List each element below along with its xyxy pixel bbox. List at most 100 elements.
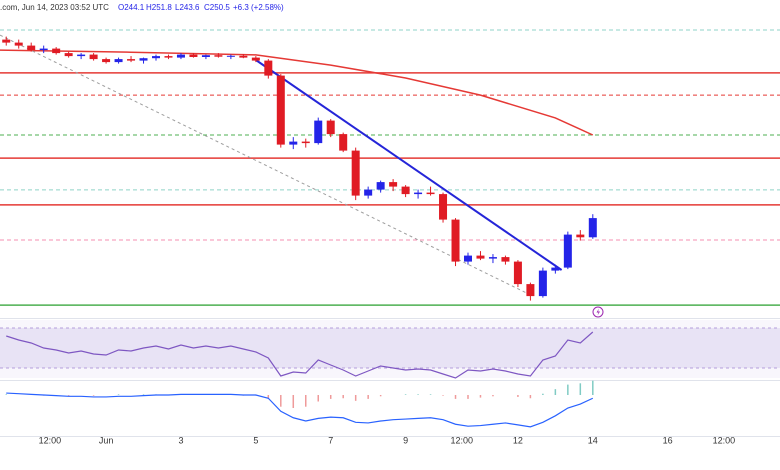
candle-body — [27, 45, 36, 51]
macd-histogram-bar — [5, 394, 7, 395]
candle-body — [251, 57, 260, 61]
candle-body — [127, 59, 136, 61]
macd-histogram-bar — [117, 394, 120, 395]
candle-body — [289, 141, 298, 145]
candle-body — [401, 186, 410, 195]
candle-body — [414, 192, 423, 195]
candle-body — [501, 257, 510, 262]
macd-histogram-bar — [367, 395, 369, 399]
candle-body — [102, 59, 111, 63]
macd-histogram-bar — [429, 394, 432, 395]
candle-body — [326, 120, 335, 135]
header-low: L243.6 — [175, 3, 200, 12]
candle-body — [164, 56, 173, 58]
candle-body — [389, 182, 398, 187]
candle-body — [39, 48, 48, 51]
candle-body — [538, 270, 547, 297]
macd-histogram-bar — [529, 395, 532, 399]
macd-histogram-bar — [317, 395, 319, 402]
candle-body — [551, 267, 560, 271]
macd-histogram-bar — [442, 395, 444, 396]
candle-body — [376, 182, 385, 190]
macd-histogram-bar — [567, 384, 569, 395]
x-tick-label: 12:00 — [713, 435, 736, 445]
x-tick-label: 12:00 — [450, 435, 473, 445]
candle-body — [339, 134, 348, 151]
header-source: .com, Jun 14, 2023 03:52 UTC — [0, 3, 109, 12]
candle-body — [2, 39, 11, 43]
macd-histogram-bar — [67, 395, 70, 396]
macd-histogram-bar — [305, 395, 307, 407]
moving-average — [0, 49, 594, 136]
macd-histogram-bar — [354, 395, 357, 401]
rsi-line — [6, 331, 594, 379]
alert-icon[interactable] — [592, 306, 604, 318]
x-tick-label: 5 — [253, 435, 258, 445]
header: .com, Jun 14, 2023 03:52 UTC O244.1 H251… — [0, 3, 284, 12]
macd-histogram-bar — [554, 389, 557, 395]
macd-histogram-bar — [454, 395, 457, 399]
candle-body — [176, 54, 185, 58]
x-tick-label: 9 — [403, 435, 408, 445]
candle-body — [563, 234, 572, 268]
macd-histogram-bar — [467, 395, 469, 399]
candle-body — [588, 218, 597, 238]
x-tick-label: Jun — [99, 435, 114, 445]
macd-histogram-bar — [292, 395, 295, 408]
x-tick-label: 7 — [328, 435, 333, 445]
x-tick-label: 16 — [663, 435, 673, 445]
candle-body — [576, 234, 585, 238]
candle-body — [476, 255, 485, 259]
trend-line — [255, 59, 563, 271]
macd-histogram-bar — [379, 395, 382, 397]
candle-body — [139, 58, 148, 61]
candle-body — [14, 42, 23, 46]
header-high: H251.8 — [146, 3, 172, 12]
alert-bolt[interactable] — [596, 308, 601, 316]
candle-body — [351, 150, 360, 196]
macd-histogram-bar — [92, 395, 95, 396]
macd-histogram-bar — [417, 394, 419, 395]
header-close: C250.5 — [204, 3, 230, 12]
candle-body — [77, 54, 86, 57]
x-tick-label: 12 — [513, 435, 523, 445]
candle-body — [488, 257, 497, 259]
candle-body — [526, 284, 535, 297]
candle-body — [114, 59, 123, 63]
header-change: +6.3 (+2.58%) — [233, 3, 284, 12]
candle-body — [464, 255, 472, 262]
macd-histogram-bar — [280, 395, 282, 407]
macd-histogram-bar — [329, 395, 332, 399]
x-tick-label: 12:00 — [39, 435, 62, 445]
candle-body — [201, 55, 210, 57]
candle-body — [226, 55, 235, 57]
candle-body — [214, 55, 223, 57]
candle-body — [451, 219, 460, 262]
macd-histogram-bar — [592, 380, 594, 395]
candle-body — [89, 54, 98, 60]
macd-histogram-bar — [404, 394, 407, 395]
macd-histogram-bar — [542, 393, 544, 395]
macd-histogram-bar — [142, 394, 145, 395]
candle-body — [314, 120, 323, 144]
candle-body — [52, 48, 61, 54]
candle-body — [439, 194, 448, 220]
x-tick-label: 14 — [588, 435, 598, 445]
candle-body — [426, 192, 435, 195]
candle-body — [276, 75, 285, 145]
candle-body — [152, 56, 160, 59]
macd-histogram-bar — [517, 395, 519, 397]
header-open: O244.1 — [118, 3, 145, 12]
x-tick-label: 3 — [178, 435, 183, 445]
macd-histogram-bar — [267, 395, 270, 399]
rsi-band — [0, 328, 780, 368]
candle-body — [189, 54, 198, 57]
candle-body — [64, 53, 73, 57]
macd-histogram-bar — [342, 395, 344, 399]
candle-body — [364, 189, 373, 196]
trend-line — [0, 34, 531, 296]
candle-body — [239, 55, 248, 58]
candle-body — [301, 141, 310, 144]
